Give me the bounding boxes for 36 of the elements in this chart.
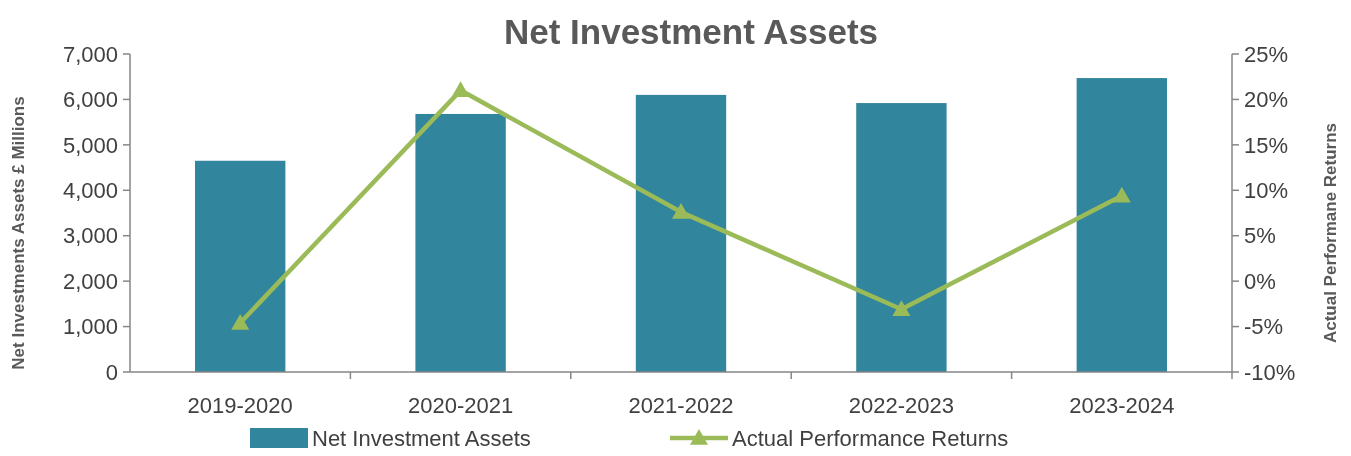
x-tick-label: 2021-2022 (628, 392, 734, 418)
y2-tick-label: 5% (1244, 223, 1276, 249)
y-tick-label: 1,000 (62, 314, 118, 340)
y2-tick-label: 0% (1244, 268, 1276, 294)
point (1112, 186, 1131, 203)
y2-tick-label: -10% (1244, 359, 1296, 385)
point (231, 313, 250, 330)
y2-tick-label: 20% (1244, 87, 1289, 113)
legend-label: Net Investment Assets (312, 425, 531, 451)
y2-tick-label: 10% (1244, 177, 1289, 203)
x-tick-label: 2023-2024 (1069, 392, 1175, 418)
y-tick-label: 5,000 (62, 132, 118, 158)
y2-tick-label: 15% (1244, 132, 1289, 158)
y-tick-label: 0 (105, 359, 118, 385)
bar (195, 160, 286, 372)
point (892, 300, 911, 317)
x-tick-label: 2019-2020 (187, 392, 293, 418)
point (451, 81, 470, 98)
y-tick-label: 7,000 (62, 41, 118, 67)
y2-tick-label: -5% (1244, 314, 1284, 340)
y-tick-label: 6,000 (62, 87, 118, 113)
bar (856, 103, 947, 372)
y-tick-label: 3,000 (62, 223, 118, 249)
y2-tick-label: 25% (1244, 41, 1289, 67)
y-tick-label: 2,000 (62, 268, 118, 294)
bar (635, 94, 727, 372)
y-tick-label: 4,000 (62, 177, 118, 203)
y-axis-title: Net Investments Assets £ Millions (8, 96, 28, 370)
x-tick-label: 2022-2023 (848, 392, 955, 418)
chart-title: Net Investment Assets (503, 12, 879, 52)
legend-label: Actual Performance Returns (732, 425, 1009, 451)
point (672, 203, 690, 219)
bar (415, 113, 506, 372)
y2-axis-title: Actual Performane Returns (1320, 122, 1340, 344)
x-tick-label: 2020-2021 (407, 392, 514, 418)
bar (1076, 78, 1167, 372)
